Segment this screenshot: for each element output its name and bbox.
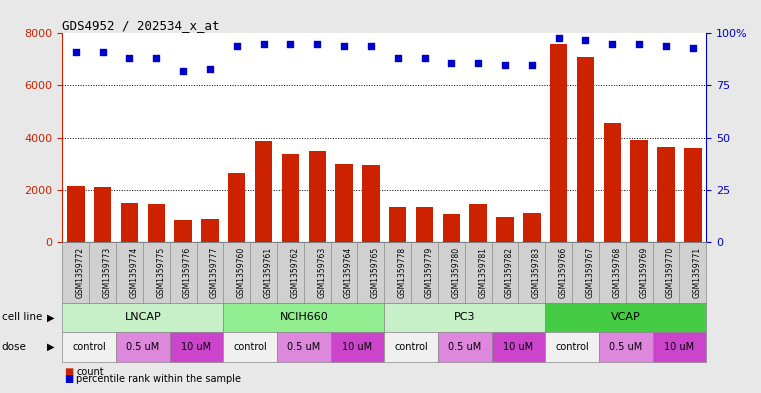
Point: [231, 43, 243, 49]
Bar: [148, 204, 165, 242]
Text: ■: ■: [64, 367, 73, 377]
Text: VCAP: VCAP: [611, 312, 641, 322]
Text: GSM1359783: GSM1359783: [532, 246, 541, 298]
Text: GSM1359774: GSM1359774: [129, 246, 139, 298]
Bar: [362, 165, 380, 242]
Point: [419, 55, 431, 62]
Text: GSM1359761: GSM1359761: [263, 246, 272, 298]
Point: [204, 66, 216, 72]
Point: [97, 49, 109, 55]
Bar: [67, 186, 84, 242]
Text: GSM1359767: GSM1359767: [585, 246, 594, 298]
Text: GSM1359781: GSM1359781: [478, 247, 487, 298]
Text: GSM1359773: GSM1359773: [103, 246, 112, 298]
Text: control: control: [394, 342, 428, 352]
Bar: [94, 187, 111, 242]
Text: 10 uM: 10 uM: [503, 342, 533, 352]
Text: GSM1359760: GSM1359760: [237, 246, 246, 298]
Text: dose: dose: [2, 342, 27, 352]
Point: [633, 40, 645, 47]
Point: [311, 40, 323, 47]
Bar: [550, 44, 568, 242]
Point: [285, 40, 297, 47]
Point: [499, 61, 511, 68]
Text: 0.5 uM: 0.5 uM: [126, 342, 160, 352]
Text: GSM1359776: GSM1359776: [183, 246, 192, 298]
Point: [365, 43, 377, 49]
Bar: [630, 140, 648, 242]
Text: GSM1359777: GSM1359777: [210, 246, 219, 298]
Text: 0.5 uM: 0.5 uM: [287, 342, 320, 352]
Bar: [496, 217, 514, 242]
Text: GSM1359762: GSM1359762: [291, 246, 299, 298]
Text: GSM1359765: GSM1359765: [371, 246, 380, 298]
Text: 0.5 uM: 0.5 uM: [609, 342, 642, 352]
Bar: [228, 173, 246, 242]
Text: GSM1359769: GSM1359769: [639, 246, 648, 298]
Text: GSM1359780: GSM1359780: [451, 246, 460, 298]
Text: GSM1359778: GSM1359778: [398, 246, 406, 298]
Point: [579, 37, 591, 43]
Bar: [174, 220, 192, 242]
Text: GSM1359775: GSM1359775: [156, 246, 165, 298]
Text: LNCAP: LNCAP: [125, 312, 161, 322]
Point: [123, 55, 135, 62]
Bar: [336, 163, 353, 242]
Point: [660, 43, 672, 49]
Text: GDS4952 / 202534_x_at: GDS4952 / 202534_x_at: [62, 19, 220, 32]
Point: [392, 55, 404, 62]
Bar: [523, 213, 540, 242]
Point: [177, 68, 189, 74]
Bar: [416, 207, 433, 242]
Bar: [201, 219, 218, 242]
Text: ▶: ▶: [47, 312, 55, 322]
Text: 10 uM: 10 uM: [181, 342, 212, 352]
Point: [150, 55, 162, 62]
Bar: [121, 203, 139, 242]
Text: cell line: cell line: [2, 312, 42, 322]
Point: [526, 61, 538, 68]
Text: control: control: [72, 342, 106, 352]
Text: GSM1359766: GSM1359766: [559, 246, 568, 298]
Text: GSM1359782: GSM1359782: [505, 247, 514, 298]
Text: ■: ■: [64, 374, 73, 384]
Text: percentile rank within the sample: percentile rank within the sample: [76, 374, 241, 384]
Text: 0.5 uM: 0.5 uM: [448, 342, 482, 352]
Point: [686, 45, 699, 51]
Bar: [684, 148, 702, 242]
Text: ▶: ▶: [47, 342, 55, 352]
Text: control: control: [234, 342, 267, 352]
Text: GSM1359763: GSM1359763: [317, 246, 326, 298]
Text: count: count: [76, 367, 103, 377]
Point: [472, 59, 484, 66]
Bar: [603, 123, 621, 242]
Text: GSM1359770: GSM1359770: [666, 246, 675, 298]
Text: GSM1359768: GSM1359768: [613, 246, 621, 298]
Text: control: control: [556, 342, 589, 352]
Bar: [308, 151, 326, 242]
Bar: [443, 214, 460, 242]
Text: 10 uM: 10 uM: [342, 342, 373, 352]
Text: GSM1359779: GSM1359779: [425, 246, 434, 298]
Text: NCIH660: NCIH660: [279, 312, 328, 322]
Point: [552, 35, 565, 41]
Point: [257, 40, 269, 47]
Point: [70, 49, 82, 55]
Point: [338, 43, 350, 49]
Text: GSM1359771: GSM1359771: [693, 246, 702, 298]
Point: [607, 40, 619, 47]
Text: 10 uM: 10 uM: [664, 342, 695, 352]
Text: GSM1359764: GSM1359764: [344, 246, 353, 298]
Bar: [470, 204, 487, 242]
Bar: [577, 57, 594, 242]
Bar: [658, 147, 675, 242]
Text: GSM1359772: GSM1359772: [76, 246, 84, 298]
Bar: [255, 141, 272, 242]
Bar: [389, 207, 406, 242]
Point: [445, 59, 457, 66]
Bar: [282, 154, 299, 242]
Text: PC3: PC3: [454, 312, 476, 322]
